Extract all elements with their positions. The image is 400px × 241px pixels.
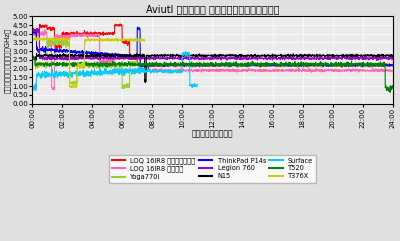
Legion 760: [359, 55, 364, 58]
N15: [328, 54, 333, 57]
T520: [110, 64, 114, 67]
Legend: LOQ 16IR8 パフォーマンス, LOQ 16IR8 バランス, Yoga770i, ThinkPad P14s, Legion 760, N15, Sur: LOQ 16IR8 パフォーマンス, LOQ 16IR8 バランス, Yoga7…: [109, 155, 316, 183]
N15: [172, 54, 176, 57]
N15: [180, 53, 185, 56]
T520: [390, 87, 395, 90]
LOQ 16IR8 バランス: [52, 88, 56, 91]
Line: Surface: Surface: [32, 51, 197, 92]
Legion 760: [268, 56, 273, 59]
Legion 760: [30, 29, 34, 32]
ThinkPad P14s: [30, 32, 34, 34]
Legion 760: [172, 56, 176, 59]
N15: [390, 55, 395, 58]
Line: ThinkPad P14s: ThinkPad P14s: [32, 27, 393, 67]
Surface: [30, 90, 34, 93]
LOQ 16IR8 パフォーマンス: [306, 66, 310, 69]
ThinkPad P14s: [359, 64, 364, 67]
LOQ 16IR8 バランス: [359, 69, 364, 72]
LOQ 16IR8 パフォーマンス: [118, 22, 122, 25]
Surface: [180, 52, 185, 55]
LOQ 16IR8 パフォーマンス: [180, 64, 185, 67]
ThinkPad P14s: [172, 64, 176, 67]
ThinkPad P14s: [268, 65, 273, 67]
LOQ 16IR8 バランス: [33, 29, 38, 32]
Yoga770i: [122, 87, 126, 90]
ThinkPad P14s: [109, 53, 114, 56]
Line: T520: T520: [32, 57, 393, 92]
Yoga770i: [172, 64, 176, 67]
LOQ 16IR8 バランス: [110, 59, 115, 62]
Yoga770i: [268, 64, 273, 67]
LOQ 16IR8 パフォーマンス: [390, 63, 395, 66]
LOQ 16IR8 パフォーマンス: [30, 32, 34, 34]
Legion 760: [110, 57, 114, 60]
N15: [143, 81, 148, 84]
Yoga770i: [56, 37, 61, 40]
N15: [110, 54, 114, 57]
Title: Aviutl エンコード 平均クロックスピード推移: Aviutl エンコード 平均クロックスピード推移: [146, 4, 279, 14]
Legion 760: [34, 27, 39, 30]
Yoga770i: [390, 63, 395, 66]
ThinkPad P14s: [180, 64, 185, 67]
LOQ 16IR8 バランス: [268, 69, 273, 72]
LOQ 16IR8 パフォーマンス: [328, 64, 333, 67]
LOQ 16IR8 パフォーマンス: [359, 64, 364, 67]
T376X: [109, 39, 114, 41]
LOQ 16IR8 バランス: [328, 69, 333, 72]
Yoga770i: [359, 63, 364, 66]
LOQ 16IR8 パフォーマンス: [109, 32, 114, 35]
N15: [268, 54, 273, 57]
Surface: [171, 71, 176, 74]
Yoga770i: [30, 57, 34, 60]
T520: [30, 56, 34, 59]
Line: LOQ 16IR8 パフォーマンス: LOQ 16IR8 パフォーマンス: [32, 24, 393, 67]
ThinkPad P14s: [390, 64, 395, 67]
LOQ 16IR8 パフォーマンス: [172, 65, 176, 68]
LOQ 16IR8 バランス: [172, 68, 176, 71]
LOQ 16IR8 バランス: [30, 31, 34, 33]
LOQ 16IR8 バランス: [180, 69, 185, 72]
T520: [328, 63, 332, 66]
Y-axis label: 平均クロックスピード（GHz）: 平均クロックスピード（GHz）: [4, 27, 11, 93]
ThinkPad P14s: [135, 26, 140, 29]
ThinkPad P14s: [328, 64, 333, 67]
Legion 760: [180, 55, 185, 58]
Legion 760: [374, 59, 379, 62]
T520: [268, 63, 273, 66]
Line: Legion 760: Legion 760: [32, 28, 393, 60]
N15: [30, 57, 34, 60]
N15: [359, 54, 364, 56]
T376X: [30, 38, 34, 41]
Line: T376X: T376X: [32, 38, 144, 87]
Yoga770i: [180, 64, 185, 67]
T520: [172, 63, 176, 66]
Yoga770i: [328, 65, 333, 68]
Legion 760: [328, 57, 332, 60]
Line: N15: N15: [32, 54, 393, 83]
T520: [31, 55, 36, 58]
Line: Yoga770i: Yoga770i: [32, 38, 393, 89]
ThinkPad P14s: [144, 65, 149, 68]
X-axis label: 経過時間（分：秒）: 経過時間（分：秒）: [192, 129, 233, 139]
Legion 760: [390, 58, 395, 61]
T520: [180, 60, 185, 63]
Yoga770i: [110, 63, 114, 66]
LOQ 16IR8 パフォーマンス: [268, 65, 273, 67]
LOQ 16IR8 バランス: [390, 70, 395, 73]
N15: [34, 52, 39, 55]
T520: [359, 65, 364, 68]
Line: LOQ 16IR8 バランス: LOQ 16IR8 バランス: [32, 30, 393, 90]
T520: [388, 91, 392, 94]
Surface: [109, 69, 114, 72]
